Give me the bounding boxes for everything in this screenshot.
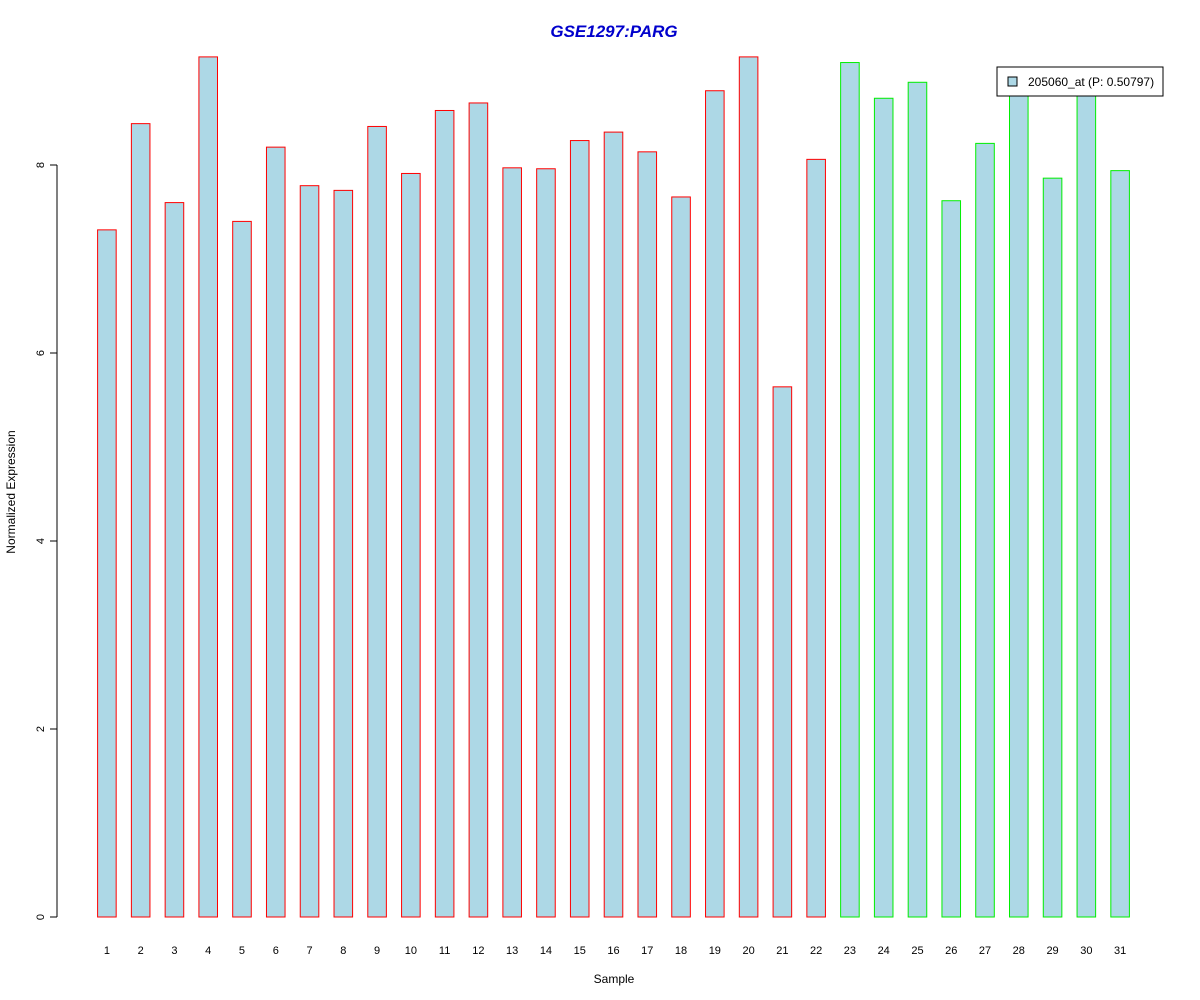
bar [502, 167, 522, 918]
legend-swatch [1007, 76, 1018, 87]
legend-label: 205060_at (P: 0.50797) [1028, 75, 1154, 89]
bar [333, 189, 354, 918]
bar [975, 142, 995, 918]
x-tick-label: 5 [239, 945, 245, 957]
bar [603, 131, 624, 918]
bar [738, 56, 759, 918]
bar [265, 146, 286, 918]
y-axis-label: Normalized Expression [4, 430, 18, 553]
bar [705, 90, 725, 918]
x-tick-label: 25 [911, 945, 923, 957]
bar [468, 102, 489, 918]
x-tick-label: 23 [844, 945, 856, 957]
x-tick-label: 2 [138, 945, 144, 957]
x-tick-label: 26 [945, 945, 957, 957]
bar [367, 125, 387, 918]
bar [806, 158, 826, 918]
x-tick-label: 13 [506, 945, 518, 957]
x-tick-label: 14 [540, 945, 552, 957]
y-tick-label: 8 [35, 162, 47, 168]
bar [1076, 89, 1097, 918]
bar [873, 97, 894, 918]
bar [130, 123, 151, 918]
y-tick-label: 6 [35, 350, 47, 356]
chart-title: GSE1297:PARG [550, 22, 677, 41]
x-tick-label: 3 [171, 945, 177, 957]
bar [637, 151, 658, 918]
bar [941, 200, 962, 918]
y-tick-label: 4 [35, 538, 47, 544]
x-tick-label: 17 [641, 945, 653, 957]
x-tick-label: 24 [878, 945, 890, 957]
bar [198, 56, 218, 918]
bar [97, 229, 117, 918]
bar [569, 140, 590, 918]
x-tick-label: 7 [306, 945, 312, 957]
bar [299, 185, 320, 918]
legend-box [996, 66, 1164, 97]
bar [401, 172, 421, 918]
x-tick-label: 28 [1013, 945, 1025, 957]
bar [164, 202, 185, 918]
bar [1009, 89, 1029, 918]
bar [536, 168, 556, 918]
x-tick-label: 21 [776, 945, 788, 957]
bar [434, 109, 455, 918]
y-tick-label: 0 [35, 914, 47, 920]
x-tick-label: 20 [742, 945, 754, 957]
x-tick-label: 22 [810, 945, 822, 957]
x-axis-label: Sample [594, 972, 635, 986]
bar [772, 386, 793, 918]
x-tick-label: 31 [1114, 945, 1126, 957]
bar [232, 220, 252, 918]
x-tick-label: 10 [405, 945, 417, 957]
x-tick-label: 19 [709, 945, 721, 957]
x-tick-label: 29 [1046, 945, 1058, 957]
bar [1110, 170, 1130, 918]
x-tick-label: 18 [675, 945, 687, 957]
bar [840, 62, 860, 918]
y-tick-label: 2 [35, 726, 47, 732]
legend: 205060_at (P: 0.50797) [996, 66, 1164, 97]
bar [671, 196, 691, 918]
x-tick-label: 9 [374, 945, 380, 957]
x-tick-labels: 1 2 3 4 5 6 7 8 9 10 11 12 13 14 15 16 17 18 19 20 21 22 23 24 2… [104, 945, 1126, 957]
x-tick-label: 15 [574, 945, 586, 957]
x-tick-label: 12 [472, 945, 484, 957]
x-tick-label: 16 [607, 945, 619, 957]
x-tick-label: 11 [439, 945, 450, 957]
x-tick-label: 27 [979, 945, 991, 957]
bar [1042, 177, 1063, 918]
bar [907, 81, 928, 918]
x-tick-label: 8 [340, 945, 346, 957]
x-tick-label: 4 [205, 945, 211, 957]
bars [97, 56, 1130, 918]
x-tick-label: 6 [273, 945, 279, 957]
x-tick-label: 30 [1080, 945, 1092, 957]
x-tick-label: 1 [104, 945, 110, 957]
y-axis: 0 2 4 6 8 [35, 162, 58, 920]
